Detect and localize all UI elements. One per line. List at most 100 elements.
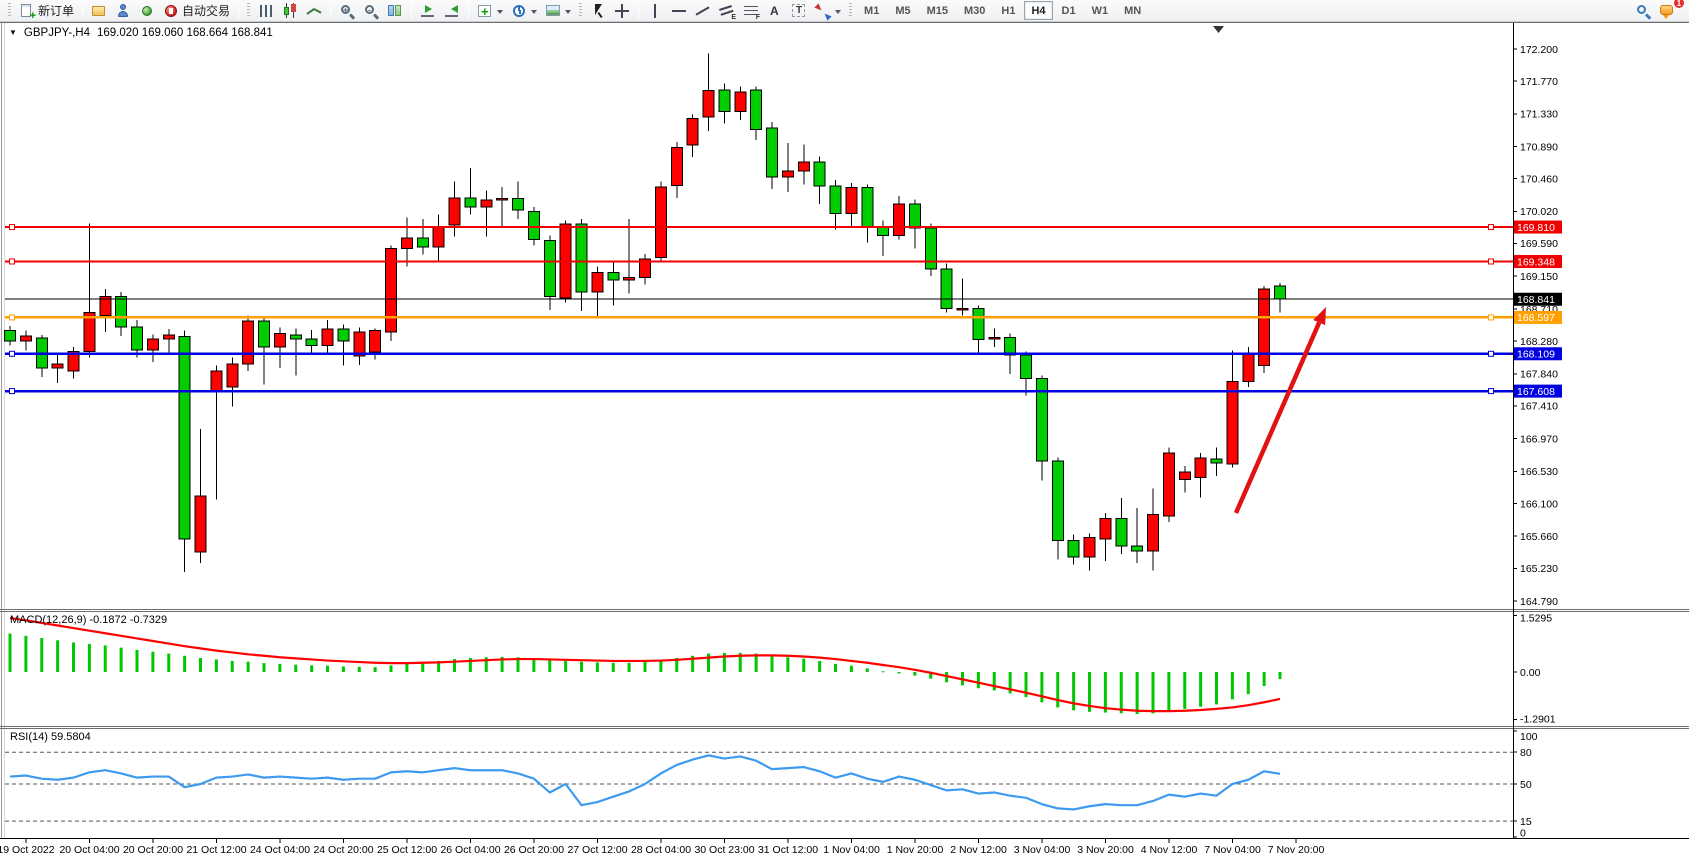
hline-handle[interactable] [1488, 314, 1494, 321]
time-label: 25 Oct 12:00 [377, 844, 437, 856]
text-button[interactable] [763, 1, 787, 21]
timeframe-m1[interactable]: M1 [857, 1, 886, 20]
auto-scroll-icon [420, 3, 436, 19]
arrows-icon [815, 3, 831, 19]
macd-axis-label: -1.2901 [1520, 714, 1556, 726]
templates-button[interactable] [541, 1, 575, 21]
candle-53 [845, 187, 858, 215]
channel-icon [719, 3, 736, 21]
vertical-line-button[interactable] [643, 1, 667, 21]
candle-34 [543, 239, 556, 297]
search-icon [1635, 3, 1651, 19]
timeframe-m30[interactable]: M30 [957, 1, 992, 20]
timeframe-h4[interactable]: H4 [1024, 1, 1053, 20]
timeframe-w1[interactable]: W1 [1085, 1, 1116, 20]
hline-handle[interactable] [1488, 224, 1494, 231]
price-tick-label: 171.770 [1520, 76, 1558, 88]
horizontal-line-button[interactable] [667, 1, 691, 21]
hline-handle[interactable] [9, 388, 15, 395]
candlestick-chart-button[interactable] [278, 1, 302, 21]
zoom-out-button[interactable] [359, 1, 383, 21]
one-click-collapse-icon[interactable]: ▼ [9, 28, 17, 37]
hline-handle[interactable] [9, 314, 15, 321]
line-chart-button[interactable] [302, 1, 326, 21]
auto-scroll-button[interactable] [416, 1, 440, 21]
chevron-down-icon [835, 10, 842, 17]
new-order-button[interactable]: 新订单 [15, 1, 78, 21]
candle-20 [321, 328, 334, 347]
price-tag-text: 168.597 [1517, 312, 1555, 324]
macd-histogram [8, 633, 1282, 715]
candle-44 [702, 90, 715, 118]
candle-65 [1035, 377, 1048, 462]
time-label: 24 Oct 20:00 [313, 844, 373, 856]
candle-18 [289, 334, 302, 340]
signal-icon [139, 3, 155, 19]
candle-0 [4, 330, 16, 342]
chart-shift-button[interactable] [440, 1, 464, 21]
candle-58 [924, 227, 937, 270]
hline-handle[interactable] [1488, 350, 1494, 357]
candle-56 [893, 203, 905, 236]
fibonacci-icon [743, 3, 760, 21]
indicators-button[interactable] [473, 1, 507, 21]
chart-profile-button[interactable] [87, 1, 111, 21]
arrows-button[interactable] [811, 1, 845, 21]
timeframe-h1[interactable]: H1 [994, 1, 1022, 20]
price-tick-label: 165.230 [1520, 563, 1558, 575]
hline-handle[interactable] [9, 224, 15, 231]
market-watch-button[interactable] [111, 1, 135, 21]
hline-handle[interactable] [9, 258, 15, 265]
bar-chart-icon [258, 3, 274, 19]
zoom-in-button[interactable] [335, 1, 359, 21]
chat-icon [1659, 3, 1675, 19]
candle-5 [83, 312, 96, 352]
fibonacci-button[interactable] [739, 1, 763, 21]
text-label-button[interactable] [787, 1, 811, 21]
time-label: 30 Oct 23:00 [694, 844, 754, 856]
candle-43 [686, 117, 699, 146]
crosshair-button[interactable] [610, 1, 634, 21]
chart-canvas[interactable]: 172.200 171.770 171.330 170.890 170.460 170.0… [0, 23, 1689, 862]
candle-25 [400, 237, 413, 250]
hline-handle[interactable] [1488, 258, 1494, 265]
timeframe-m15[interactable]: M15 [920, 1, 955, 20]
candle-76 [1210, 458, 1223, 464]
signals-button[interactable] [135, 1, 159, 21]
candle-69 [1099, 517, 1112, 540]
hline-handle[interactable] [9, 350, 15, 357]
candle-66 [1051, 460, 1064, 542]
chart-window[interactable]: 172.200 171.770 171.330 170.890 170.460 170.0… [0, 22, 1689, 862]
candle-33 [527, 210, 540, 241]
trendline-button[interactable] [691, 1, 715, 21]
candle-29 [464, 197, 477, 208]
equidistant-channel-button[interactable] [715, 1, 739, 21]
candle-11 [178, 336, 191, 540]
auto-trading-button[interactable]: 自动交易 [159, 1, 234, 21]
timeframe-m5[interactable]: M5 [888, 1, 917, 20]
chart-shift-marker[interactable] [1213, 26, 1224, 33]
timeframe-d1[interactable]: D1 [1055, 1, 1083, 20]
price-tick-label: 167.840 [1520, 369, 1558, 381]
bar-chart-button[interactable] [254, 1, 278, 21]
candle-74 [1178, 471, 1191, 481]
price-tag-text: 169.810 [1517, 222, 1555, 234]
chart-symbol-period: GBPJPY-,H4 [23, 27, 90, 39]
hline-handle[interactable] [1488, 388, 1494, 395]
periods-button[interactable] [507, 1, 541, 21]
trend-arrow-head[interactable] [1313, 307, 1326, 326]
tile-windows-button[interactable] [383, 1, 407, 21]
cursor-button[interactable] [586, 1, 610, 21]
price-tick-label: 170.460 [1520, 173, 1558, 185]
timeframe-mn[interactable]: MN [1117, 1, 1148, 20]
new-order-icon [19, 3, 36, 21]
separator [82, 2, 84, 19]
candle-13 [210, 370, 223, 393]
price-tick-label: 168.280 [1520, 336, 1558, 348]
candlestick-icon [282, 2, 298, 19]
candle-36 [575, 223, 588, 293]
notifications-button[interactable]: 1 [1655, 0, 1685, 21]
search-button[interactable] [1631, 1, 1655, 21]
trend-arrow[interactable] [1233, 321, 1322, 514]
time-label: 7 Nov 04:00 [1204, 844, 1261, 856]
